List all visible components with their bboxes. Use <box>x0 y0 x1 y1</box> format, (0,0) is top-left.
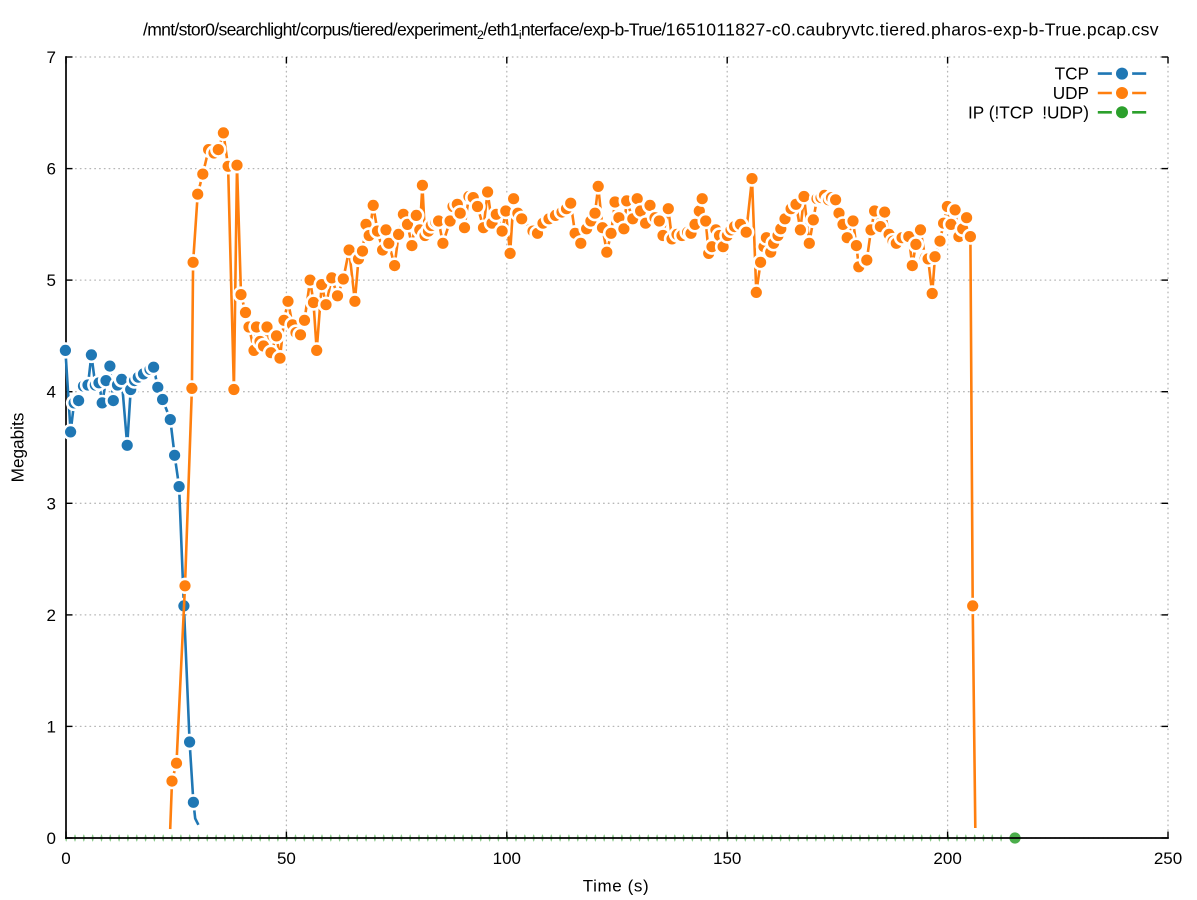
svg-text:3: 3 <box>47 494 56 513</box>
svg-text:1: 1 <box>47 717 56 736</box>
svg-text:4: 4 <box>47 383 56 402</box>
svg-text:IP (!TCP !UDP): IP (!TCP !UDP) <box>968 102 1089 122</box>
svg-text:/mnt/stor0/searchlight/corpus/: /mnt/stor0/searchlight/corpus/tiered/exp… <box>143 20 1159 43</box>
svg-text:6: 6 <box>47 160 56 179</box>
svg-text:2: 2 <box>47 606 56 625</box>
svg-text:50: 50 <box>277 849 296 868</box>
svg-text:Megabits: Megabits <box>8 413 28 483</box>
svg-text:0: 0 <box>47 829 56 848</box>
svg-text:250: 250 <box>1154 849 1182 868</box>
svg-text:5: 5 <box>47 271 56 290</box>
svg-text:100: 100 <box>493 849 521 868</box>
svg-text:TCP: TCP <box>1055 64 1089 84</box>
svg-text:150: 150 <box>713 849 741 868</box>
svg-text:7: 7 <box>47 48 56 67</box>
svg-text:UDP: UDP <box>1053 83 1089 103</box>
svg-text:0: 0 <box>61 849 70 868</box>
svg-text:200: 200 <box>933 849 961 868</box>
svg-text:Time (s): Time (s) <box>583 877 650 896</box>
